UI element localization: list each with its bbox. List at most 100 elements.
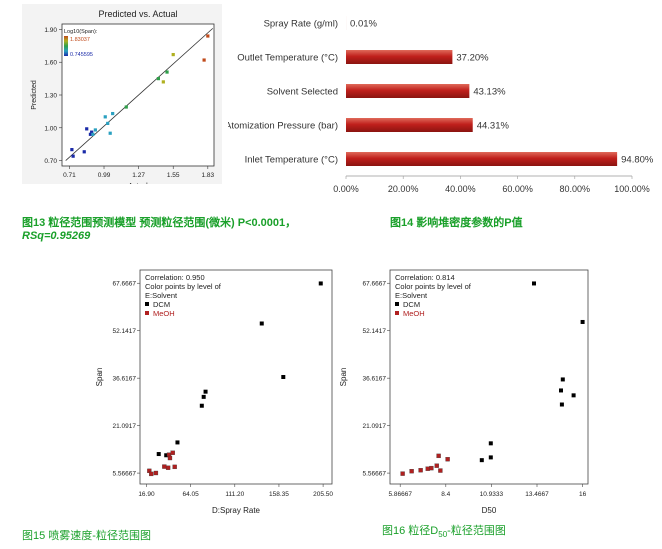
fig16-point bbox=[571, 393, 576, 398]
fig14-bar bbox=[346, 118, 473, 132]
fig13-point bbox=[106, 121, 110, 125]
fig15-legend-line: E:Solvent bbox=[145, 291, 178, 300]
fig15-xtick-label: 64.05 bbox=[182, 491, 199, 498]
fig15-point bbox=[170, 450, 175, 455]
fig13-point bbox=[108, 131, 112, 135]
fig16-xtick-label: 8.4 bbox=[441, 491, 450, 498]
fig14-xtick-label: 20.00% bbox=[388, 184, 419, 194]
fig15-point bbox=[165, 465, 171, 470]
fig14-value-label: 0.01% bbox=[350, 19, 377, 30]
fig16-ytick-label: 5.56667 bbox=[363, 471, 387, 478]
fig14-panel: 0.00% 20.00% 40.00% 60.00% 80.00% 100.00% Spra… bbox=[225, 4, 658, 204]
fig13-point bbox=[111, 111, 115, 116]
fig13-ytick-label: 1.00 bbox=[44, 125, 57, 132]
fig16-point bbox=[418, 468, 423, 473]
fig13-ylabel: Predicted bbox=[31, 80, 38, 110]
fig15-ytick-label: 21.0917 bbox=[113, 423, 137, 430]
fig15-chart: 16.90 64.05 111.20 158.35 205.50 5.56667 21.09… bbox=[95, 269, 333, 515]
fig13-rsq: RSq=0.95269 bbox=[22, 230, 91, 242]
fig13-point bbox=[71, 154, 75, 158]
fig13-point bbox=[206, 34, 210, 38]
fig16-xtick-label: 16 bbox=[579, 491, 587, 498]
fig16-legend-swatch bbox=[395, 302, 399, 306]
fig15-xtick-label: 158.35 bbox=[269, 491, 289, 498]
fig16-point bbox=[488, 455, 493, 460]
fig14-xtick-label: 100.00% bbox=[614, 184, 650, 194]
fig16-point bbox=[559, 402, 564, 407]
fig13-chart: Predicted vs. Actual 0.71 0.99 1.27 1.55 1.83… bbox=[31, 9, 215, 190]
fig14-caption: 图14 影响堆密度参数的P值 bbox=[390, 217, 523, 229]
fig13-xtick-label: 0.99 bbox=[98, 172, 111, 179]
fig16-legend-label: MeOH bbox=[403, 309, 425, 318]
fig13-ytick-label: 0.70 bbox=[44, 158, 57, 165]
fig16-plot-area bbox=[389, 269, 589, 485]
fig13-legend-max: 1.83037 bbox=[70, 37, 90, 43]
fig15-legend-line: Correlation: 0.950 bbox=[145, 273, 205, 282]
fig13-point bbox=[202, 58, 206, 62]
fig13-point bbox=[82, 150, 86, 154]
fig16-legend-line: E:Solvent bbox=[395, 291, 428, 300]
fig13-point bbox=[124, 105, 128, 109]
fig16-legend-label: DCM bbox=[403, 300, 420, 309]
fig13-caption: 图13 粒径范围预测模型 预测粒径范围(微米) P<0.0001， bbox=[22, 217, 297, 229]
fig15-xtick-label: 205.50 bbox=[313, 491, 333, 498]
fig15-ylabel: Span bbox=[96, 368, 104, 387]
fig13-point bbox=[161, 80, 165, 84]
fig16-ytick-label: 52.1417 bbox=[363, 328, 387, 335]
fig15-point bbox=[259, 321, 264, 326]
fig16-point bbox=[429, 465, 434, 471]
fig15-point bbox=[203, 389, 208, 394]
fig16-point bbox=[488, 441, 493, 446]
fig14-xtick-label: 60.00% bbox=[502, 184, 533, 194]
fig14-category-label: Inlet Temperature (°C) bbox=[245, 155, 338, 166]
fig13-ytick-label: 1.60 bbox=[44, 60, 57, 67]
fig13-point bbox=[88, 132, 93, 136]
fig14-category-label: Solvent Selected bbox=[267, 87, 338, 98]
fig15-panel: 16.90 64.05 111.20 158.35 205.50 5.56667 21.09… bbox=[95, 264, 336, 519]
fig16-caption-sub: 50 bbox=[438, 530, 448, 540]
fig14-category-label: Atomization Pressure (bar) bbox=[228, 121, 338, 132]
fig13-point bbox=[165, 70, 169, 74]
fig16-point bbox=[434, 463, 439, 468]
fig15-legend-line: Color points by level of bbox=[145, 282, 222, 291]
fig14-value-label: 94.80% bbox=[621, 155, 654, 166]
fig14-xtick-label: 0.00% bbox=[333, 184, 359, 194]
fig15-point bbox=[318, 281, 323, 286]
fig16-point bbox=[438, 468, 443, 473]
fig16-panel: 5.86667 8.4 10.9333 13.4667 16 5.56667 21.0917… bbox=[339, 264, 602, 519]
fig15-point bbox=[172, 464, 177, 470]
fig15-ytick-label: 52.1417 bbox=[113, 328, 137, 335]
fig13-legend-title: Log10(Span): bbox=[64, 29, 98, 35]
fig13-ytick-label: 1.90 bbox=[44, 27, 57, 34]
fig15-point bbox=[175, 440, 180, 445]
fig15-ytick-label: 67.6667 bbox=[113, 281, 137, 288]
fig15-ytick-label: 36.6167 bbox=[113, 376, 137, 383]
fig15-caption: 图15 喷雾速度-粒径范围图 bbox=[22, 530, 151, 542]
fig13-legend-min: 0.745595 bbox=[70, 52, 93, 58]
fig15-point bbox=[167, 455, 173, 461]
fig14-category-label: Outlet Temperature (°C) bbox=[237, 53, 338, 64]
fig16-xtick-label: 5.86667 bbox=[388, 491, 412, 498]
fig15-xtick-label: 111.20 bbox=[225, 491, 244, 498]
fig16-legend-line: Correlation: 0.814 bbox=[395, 273, 455, 282]
fig13-point bbox=[171, 52, 175, 57]
fig16-point bbox=[400, 471, 405, 476]
fig15-ytick-label: 5.56667 bbox=[113, 471, 137, 478]
fig16-point bbox=[559, 388, 563, 393]
fig15-point bbox=[153, 470, 159, 476]
fig14-bar bbox=[346, 84, 470, 98]
fig16-xlabel: D50 bbox=[482, 506, 497, 515]
fig15-point bbox=[201, 394, 206, 399]
fig13-panel: Predicted vs. Actual 0.71 0.99 1.27 1.55 1.83… bbox=[22, 4, 222, 190]
fig14-bar bbox=[346, 152, 618, 166]
fig16-xtick-label: 13.4667 bbox=[525, 491, 549, 498]
fig16-caption-a: 图16 粒径D bbox=[382, 525, 439, 537]
fig13-plot-area bbox=[61, 23, 215, 167]
fig14-value-label: 37.20% bbox=[456, 53, 489, 64]
fig16-point bbox=[436, 453, 441, 459]
fig15-legend-label: DCM bbox=[153, 300, 170, 309]
fig16-point bbox=[409, 469, 414, 474]
fig13-xtick-label: 1.83 bbox=[201, 172, 214, 179]
fig16-ylabel: Span bbox=[340, 368, 348, 387]
fig16-caption: 图16 粒径D50-粒径范围图 bbox=[382, 522, 506, 539]
